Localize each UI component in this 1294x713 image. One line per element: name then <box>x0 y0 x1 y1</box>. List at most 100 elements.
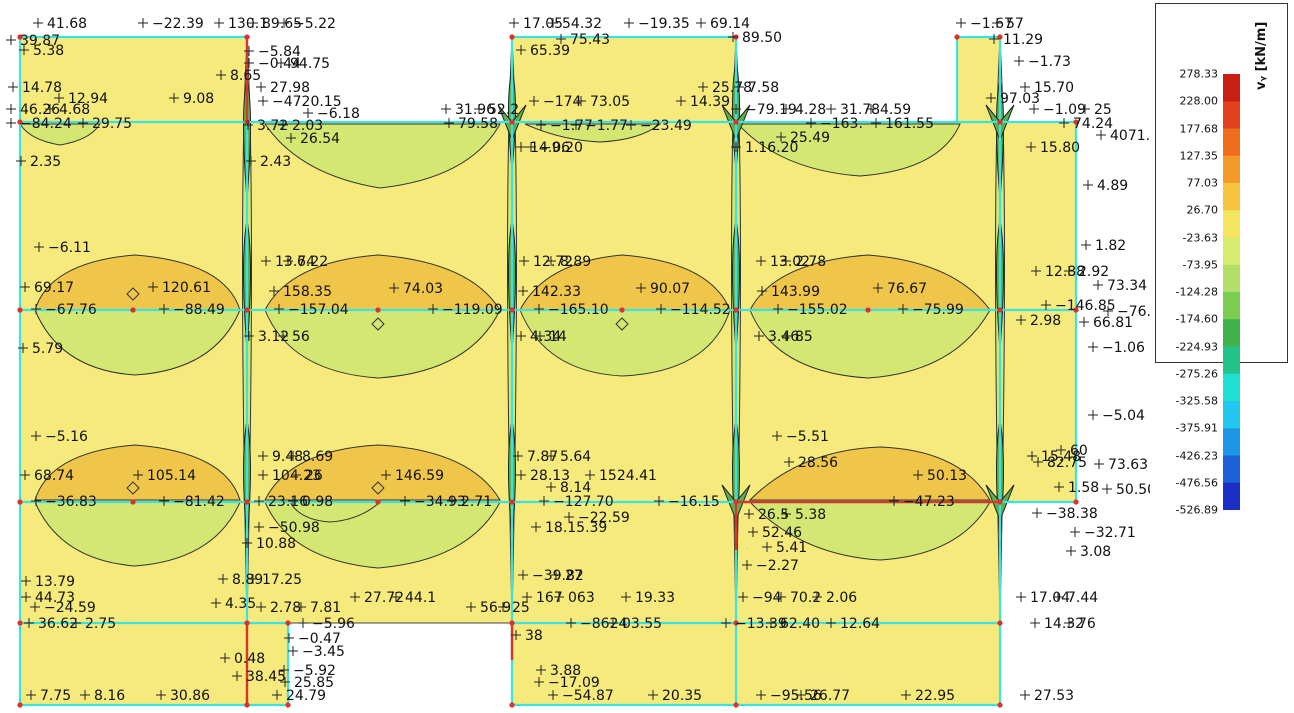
value-point-marker <box>6 118 16 128</box>
value-label: −79.19 <box>745 102 797 118</box>
value-label: 31.78 <box>840 102 880 118</box>
value-point-marker <box>536 120 546 130</box>
value-label: 50.50 <box>1116 482 1150 498</box>
value-label: 161.55 <box>885 116 934 132</box>
value-point-marker <box>133 470 143 480</box>
value-label: 4071.33 <box>1110 128 1150 144</box>
value-label: 97.03 <box>1000 91 1040 107</box>
value-label: 15.80 <box>1040 140 1080 156</box>
value-label: 5.79 <box>32 341 63 357</box>
value-point-marker <box>278 331 288 341</box>
value-point-marker <box>696 18 706 28</box>
value-point-marker <box>529 96 539 106</box>
value-point-marker <box>1054 482 1064 492</box>
value-point-marker <box>1088 410 1098 420</box>
value-point-marker <box>571 120 581 130</box>
value-point-marker <box>248 18 258 28</box>
value-label: −67.76 <box>45 302 97 318</box>
value-point-marker <box>516 142 526 152</box>
legend-color-bar <box>1223 74 1240 510</box>
value-point-marker <box>24 618 34 628</box>
value-point-marker <box>901 690 911 700</box>
value-label: 2.92 <box>1078 264 1109 280</box>
value-label: 36.62 <box>38 616 78 632</box>
value-label: 85 <box>795 329 813 345</box>
value-label: 17.05 <box>523 16 563 32</box>
value-point-marker <box>776 132 786 142</box>
value-label: −4720.15 <box>272 94 342 110</box>
legend-color-band <box>1223 428 1240 456</box>
value-point-marker <box>585 470 595 480</box>
value-label: 13.79 <box>35 574 75 590</box>
value-point-marker <box>1088 342 1098 352</box>
value-label: −84.24 <box>20 116 72 132</box>
value-point-marker <box>1014 56 1024 66</box>
value-point-marker <box>258 451 268 461</box>
value-point-marker <box>1070 527 1080 537</box>
value-point-marker <box>296 602 306 612</box>
value-label: 41.68 <box>47 16 87 32</box>
value-point-marker <box>1064 618 1074 628</box>
value-point-marker <box>284 633 294 643</box>
value-point-marker <box>381 470 391 480</box>
value-label: 1.82 <box>1095 238 1126 254</box>
value-point-marker <box>989 34 999 44</box>
value-label: 5.41 <box>776 540 807 556</box>
value-label: −38.38 <box>1046 506 1098 522</box>
value-label: 57 <box>1006 16 1024 32</box>
value-point-marker <box>1094 459 1104 469</box>
value-point-marker <box>535 331 545 341</box>
value-point-marker <box>1093 280 1103 290</box>
value-point-marker <box>303 108 313 118</box>
value-point-marker <box>447 496 457 506</box>
value-label: −1.73 <box>1028 54 1071 70</box>
value-point-marker <box>288 646 298 656</box>
value-point-marker <box>986 93 996 103</box>
legend-tick-label: -23.63 <box>1182 231 1218 244</box>
value-point-marker <box>781 256 791 266</box>
value-point-marker <box>721 618 731 628</box>
value-label: 3.88 <box>550 663 581 679</box>
value-point-marker <box>522 592 532 602</box>
value-point-marker <box>516 45 526 55</box>
value-label: −6.18 <box>317 106 360 122</box>
value-label: 27.53 <box>1034 688 1074 704</box>
value-label: 7.44 <box>1067 590 1098 606</box>
value-point-marker <box>756 256 766 266</box>
value-point-marker <box>1103 306 1113 316</box>
value-point-marker <box>30 602 40 612</box>
value-label: 130.1 <box>228 16 268 32</box>
value-label: −36.83 <box>45 494 97 510</box>
value-label: 105.14 <box>147 468 196 484</box>
legend-tick-label: -325.58 <box>1175 394 1218 408</box>
value-point-marker <box>6 104 16 114</box>
value-point-marker <box>78 118 88 128</box>
value-label: 14.32 <box>1044 616 1084 632</box>
value-point-marker <box>728 32 738 42</box>
value-label: 4.34 <box>530 329 561 345</box>
value-label: 26.77 <box>810 688 850 704</box>
value-point-marker <box>269 286 279 296</box>
value-label: 15.70 <box>1034 80 1074 96</box>
value-label: 8.65 <box>230 68 261 84</box>
value-point-marker <box>796 690 806 700</box>
value-label: 76 <box>1078 616 1096 632</box>
legend-tick-label: -526.89 <box>1175 503 1218 517</box>
value-label: 82.75 <box>1047 455 1087 471</box>
value-point-marker <box>1041 300 1051 310</box>
value-point-marker <box>498 602 508 612</box>
value-label: −13.39 <box>735 616 787 632</box>
value-label: 4.89 <box>1097 178 1128 194</box>
value-point-marker <box>148 282 158 292</box>
value-point-marker <box>518 570 528 580</box>
legend-tick-label: 127.35 <box>1179 149 1219 163</box>
value-label: 65.39 <box>530 43 570 59</box>
value-label: 5.38 <box>33 43 64 59</box>
value-label: 7.87 <box>527 449 558 465</box>
value-label: 0.98 <box>302 494 333 510</box>
value-point-marker <box>781 104 791 114</box>
legend-tick-label: 228.00 <box>1179 94 1219 108</box>
value-point-marker <box>519 256 529 266</box>
value-label: −1.77 <box>585 118 628 134</box>
